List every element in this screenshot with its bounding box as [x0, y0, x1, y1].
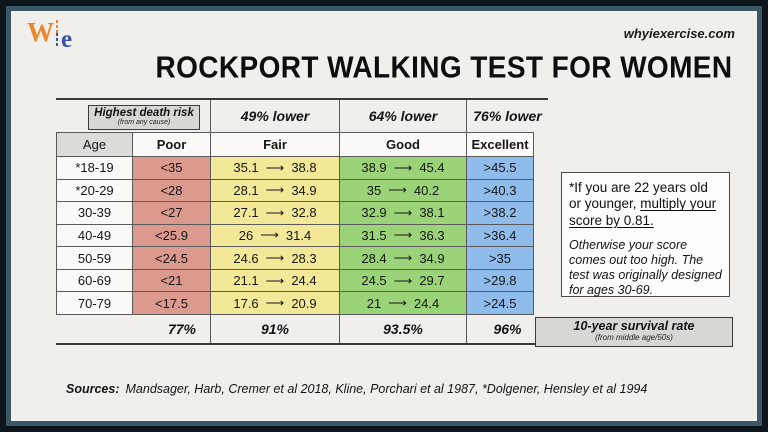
slide: W e whyiexercise.com ROCKPORT WALKING TE…	[6, 6, 762, 426]
right-arrow-icon: ⟶	[260, 227, 279, 243]
risk-col-fair: 49% lower	[210, 100, 339, 132]
note-explanation: Otherwise your score comes out too high.…	[569, 238, 722, 298]
good-cell: 38.9 ⟶ 45.4	[340, 157, 466, 179]
risk-band-spacer: Highest death risk (from any cause)	[56, 100, 210, 132]
age-adjustment-note: *If you are 22 years old or younger, mul…	[561, 172, 730, 297]
risk-col-excellent: 76% lower	[466, 100, 548, 132]
site-url: whyiexercise.com	[623, 26, 735, 41]
right-arrow-icon: ⟶	[393, 227, 413, 243]
highest-death-risk-label: Highest death risk	[94, 107, 194, 120]
table-body: *18-19 <35 35.1 ⟶ 38.8 38.9 ⟶ 45.4 >45.5 *20-29 <2…	[56, 156, 534, 315]
highest-death-risk-box: Highest death risk (from any cause)	[88, 105, 200, 130]
right-arrow-icon: ⟶	[393, 250, 413, 266]
excellent-cell: >29.8	[467, 269, 533, 292]
right-arrow-icon: ⟶	[265, 295, 285, 311]
risk-header-band: Highest death risk (from any cause) 49% …	[56, 98, 548, 132]
poor-cell: <27	[133, 202, 210, 224]
fair-cell: 28.1 ⟶ 34.9	[211, 179, 339, 202]
note-instruction: *If you are 22 years old or younger, mul…	[569, 180, 717, 228]
right-arrow-icon: ⟶	[265, 159, 285, 175]
good-cell: 21 ⟶ 24.4	[340, 292, 466, 314]
right-arrow-icon: ⟶	[393, 204, 413, 220]
age-cell: *18-19	[57, 157, 132, 179]
fair-cell: 24.6 ⟶ 28.3	[211, 247, 339, 269]
survival-value-fair: 91%	[210, 315, 339, 343]
sources-text: Mandsager, Harb, Cremer et al 2018, Klin…	[125, 382, 648, 396]
age-cell: 60-69	[57, 269, 132, 292]
column-header-fair: Fair	[211, 133, 339, 156]
column-header-good: Good	[340, 133, 466, 156]
excellent-cell: >38.2	[467, 202, 533, 224]
age-cell: *20-29	[57, 179, 132, 202]
good-cell: 28.4 ⟶ 34.9	[340, 247, 466, 269]
right-arrow-icon: ⟶	[393, 159, 413, 175]
good-cell: 35 ⟶ 40.2	[340, 179, 466, 202]
excellent-cell: >45.5	[467, 157, 533, 179]
age-cell: 30-39	[57, 202, 132, 224]
survival-rate-label: 10-year survival rate	[573, 319, 695, 333]
sources-line: Sources: Mandsager, Harb, Cremer et al 20…	[66, 382, 647, 396]
age-cell: 70-79	[57, 292, 132, 314]
risk-col-good: 64% lower	[339, 100, 466, 132]
fair-cell: 35.1 ⟶ 38.8	[211, 157, 339, 179]
survival-value-poor: 77%	[167, 321, 196, 337]
survival-value-excellent: 96%	[466, 315, 548, 343]
fair-cell: 21.1 ⟶ 24.4	[211, 269, 339, 292]
survival-rate-row: 77% 91% 93.5% 96%	[56, 315, 548, 345]
page-title: ROCKPORT WALKING TEST FOR WOMEN	[155, 50, 733, 85]
right-arrow-icon: ⟶	[393, 272, 413, 288]
column-header-poor: Poor	[133, 133, 210, 156]
excellent-cell: >24.5	[467, 292, 533, 314]
excellent-cell: >36.4	[467, 224, 533, 247]
excellent-cell: >35	[467, 247, 533, 269]
survival-value-good: 93.5%	[339, 315, 466, 343]
right-arrow-icon: ⟶	[265, 250, 285, 266]
right-arrow-icon: ⟶	[265, 204, 285, 220]
logo-divider-icon	[56, 20, 58, 46]
note-underlined-text: multiply your score by 0.81.	[569, 196, 717, 228]
poor-cell: <21	[133, 269, 210, 292]
survival-rate-label-box: 10-year survival rate (from middle age/5…	[535, 317, 733, 347]
right-arrow-icon: ⟶	[388, 182, 407, 198]
highest-death-risk-sublabel: (from any cause)	[117, 119, 171, 127]
table-column-headers: Age Poor Fair Good Excellent	[56, 132, 534, 157]
right-arrow-icon: ⟶	[265, 182, 285, 198]
whyiexercise-logo: W e	[27, 17, 73, 53]
sources-label: Sources:	[66, 382, 120, 396]
excellent-cell: >40.3	[467, 179, 533, 202]
good-cell: 24.5 ⟶ 29.7	[340, 269, 466, 292]
poor-cell: <17.5	[133, 292, 210, 314]
poor-cell: <25.9	[133, 224, 210, 247]
poor-cell: <35	[133, 157, 210, 179]
fair-cell: 27.1 ⟶ 32.8	[211, 202, 339, 224]
good-cell: 31.5 ⟶ 36.3	[340, 224, 466, 247]
survival-rate-sublabel: (from middle age/50s)	[595, 332, 673, 342]
column-header-excellent: Excellent	[467, 133, 533, 156]
logo-letter-w: W	[27, 17, 54, 47]
poor-cell: <28	[133, 179, 210, 202]
poor-cell: <24.5	[133, 247, 210, 269]
good-cell: 32.9 ⟶ 38.1	[340, 202, 466, 224]
fair-cell: 17.6 ⟶ 20.9	[211, 292, 339, 314]
age-cell: 50-59	[57, 247, 132, 269]
column-header-age: Age	[57, 133, 132, 156]
logo-letter-e: e	[61, 26, 73, 53]
right-arrow-icon: ⟶	[388, 295, 407, 311]
right-arrow-icon: ⟶	[265, 272, 285, 288]
age-cell: 40-49	[57, 224, 132, 247]
fair-cell: 26 ⟶ 31.4	[211, 224, 339, 247]
